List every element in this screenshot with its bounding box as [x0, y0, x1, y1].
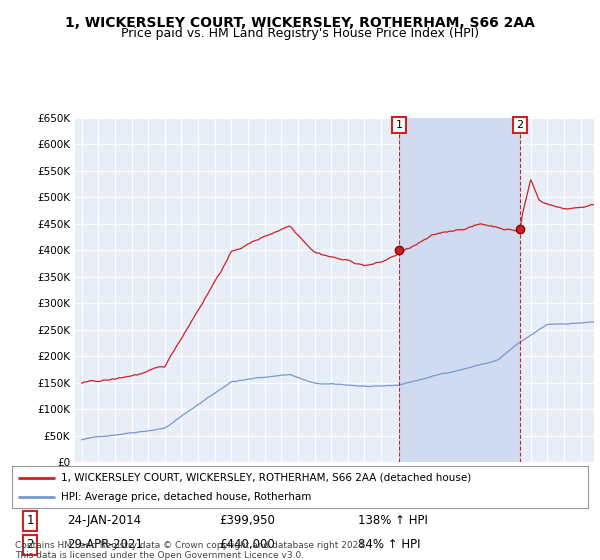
Text: 2: 2	[26, 538, 34, 552]
Text: Price paid vs. HM Land Registry's House Price Index (HPI): Price paid vs. HM Land Registry's House …	[121, 27, 479, 40]
Text: 1: 1	[26, 514, 34, 527]
Text: 138% ↑ HPI: 138% ↑ HPI	[358, 514, 427, 527]
Text: HPI: Average price, detached house, Rotherham: HPI: Average price, detached house, Roth…	[61, 492, 311, 502]
Text: 1, WICKERSLEY COURT, WICKERSLEY, ROTHERHAM, S66 2AA (detached house): 1, WICKERSLEY COURT, WICKERSLEY, ROTHERH…	[61, 473, 471, 483]
Bar	[399, 118, 520, 462]
Text: 84% ↑ HPI: 84% ↑ HPI	[358, 538, 420, 552]
Text: £440,000: £440,000	[220, 538, 275, 552]
Text: 1: 1	[395, 120, 403, 130]
Text: Contains HM Land Registry data © Crown copyright and database right 2024.
This d: Contains HM Land Registry data © Crown c…	[15, 540, 367, 560]
Text: 1, WICKERSLEY COURT, WICKERSLEY, ROTHERHAM, S66 2AA: 1, WICKERSLEY COURT, WICKERSLEY, ROTHERH…	[65, 16, 535, 30]
Text: 2: 2	[516, 120, 523, 130]
Text: 24-JAN-2014: 24-JAN-2014	[67, 514, 141, 527]
Text: 29-APR-2021: 29-APR-2021	[67, 538, 143, 552]
Text: £399,950: £399,950	[220, 514, 275, 527]
